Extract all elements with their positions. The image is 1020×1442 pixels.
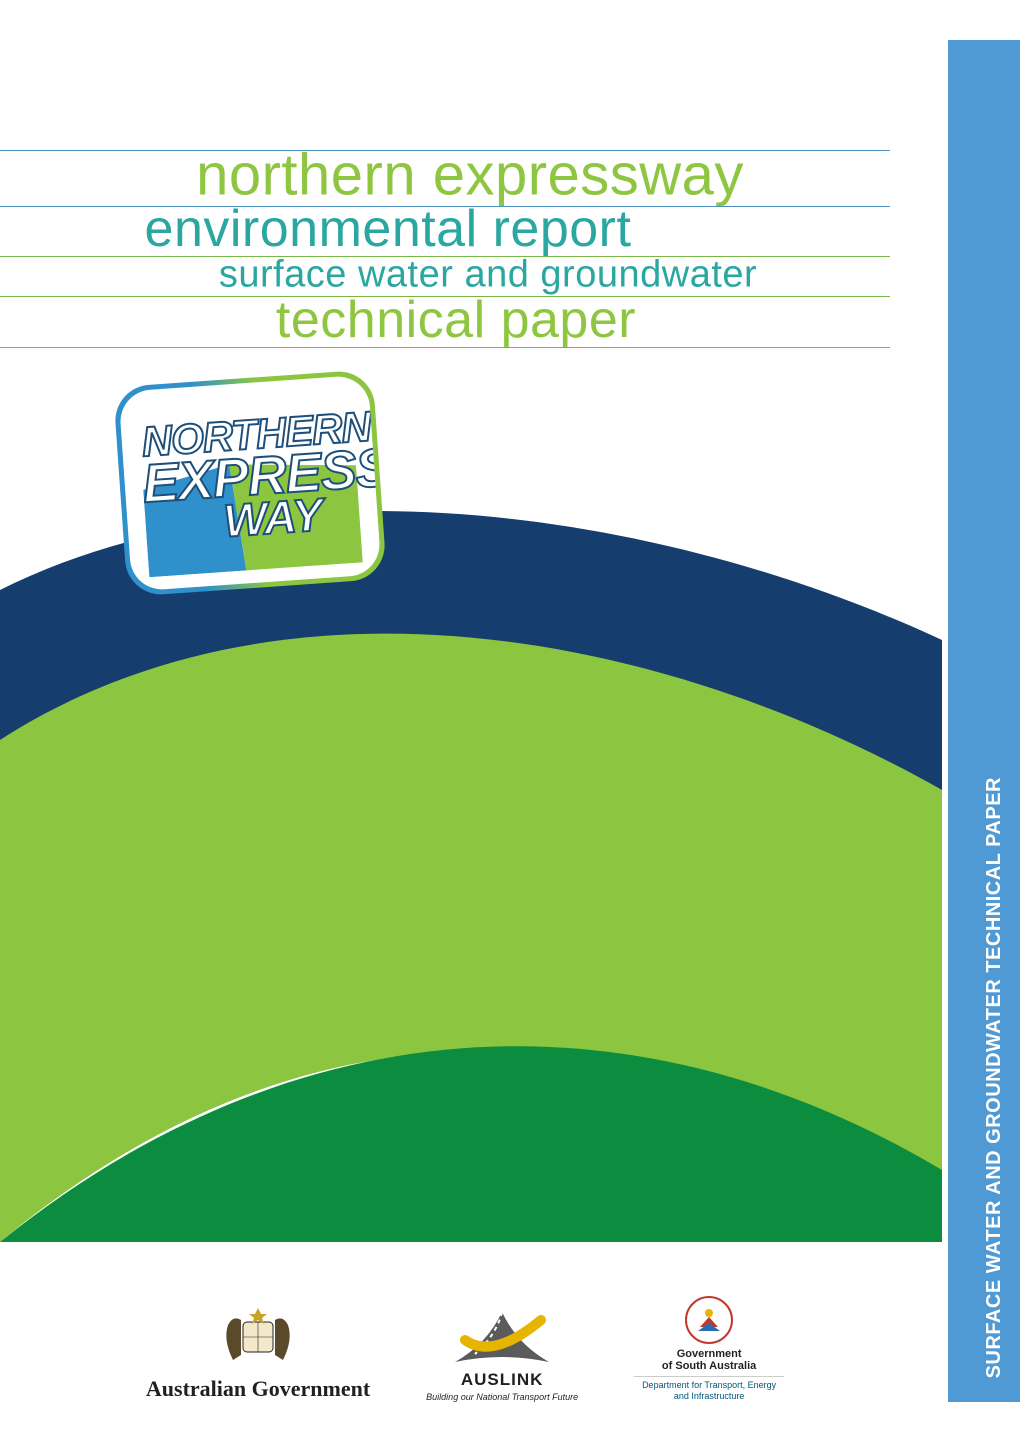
title-line-3: surface water and groundwater: [36, 255, 940, 293]
sa-crest-icon: [685, 1296, 733, 1344]
footer-logos: Australian Government AUSLINK Building o…: [0, 1262, 930, 1402]
sa-gov-line2: of South Australia: [662, 1360, 756, 1372]
title-block: northern expressway environmental report…: [0, 150, 940, 348]
title-line-4: technical paper: [0, 294, 940, 346]
sidebar-label: SURFACE WATER AND GROUNDWATER TECHNICAL …: [983, 777, 1006, 1378]
title-line-2: environmental report: [0, 203, 940, 255]
australian-government-logo: Australian Government: [146, 1300, 370, 1402]
australian-government-label: Australian Government: [146, 1376, 370, 1402]
sa-gov-department: Department for Transport, Energy and Inf…: [634, 1376, 784, 1402]
sa-government-logo: Government of South Australia Department…: [634, 1296, 784, 1402]
right-sidebar: SURFACE WATER AND GROUNDWATER TECHNICAL …: [948, 40, 1020, 1402]
auslink-label: AUSLINK: [461, 1370, 544, 1390]
auslink-icon: [447, 1304, 557, 1366]
auslink-logo: AUSLINK Building our National Transport …: [426, 1304, 578, 1402]
report-cover-page: SURFACE WATER AND GROUNDWATER TECHNICAL …: [0, 0, 1020, 1442]
title-line-1: northern expressway: [0, 147, 940, 205]
sa-gov-line1: Government: [677, 1348, 742, 1360]
coat-of-arms-icon: [213, 1300, 303, 1370]
title-rule: [0, 347, 890, 348]
northern-expressway-logo: NORTHERN EXPRESS WAY: [113, 369, 387, 597]
auslink-tagline: Building our National Transport Future: [426, 1392, 578, 1402]
